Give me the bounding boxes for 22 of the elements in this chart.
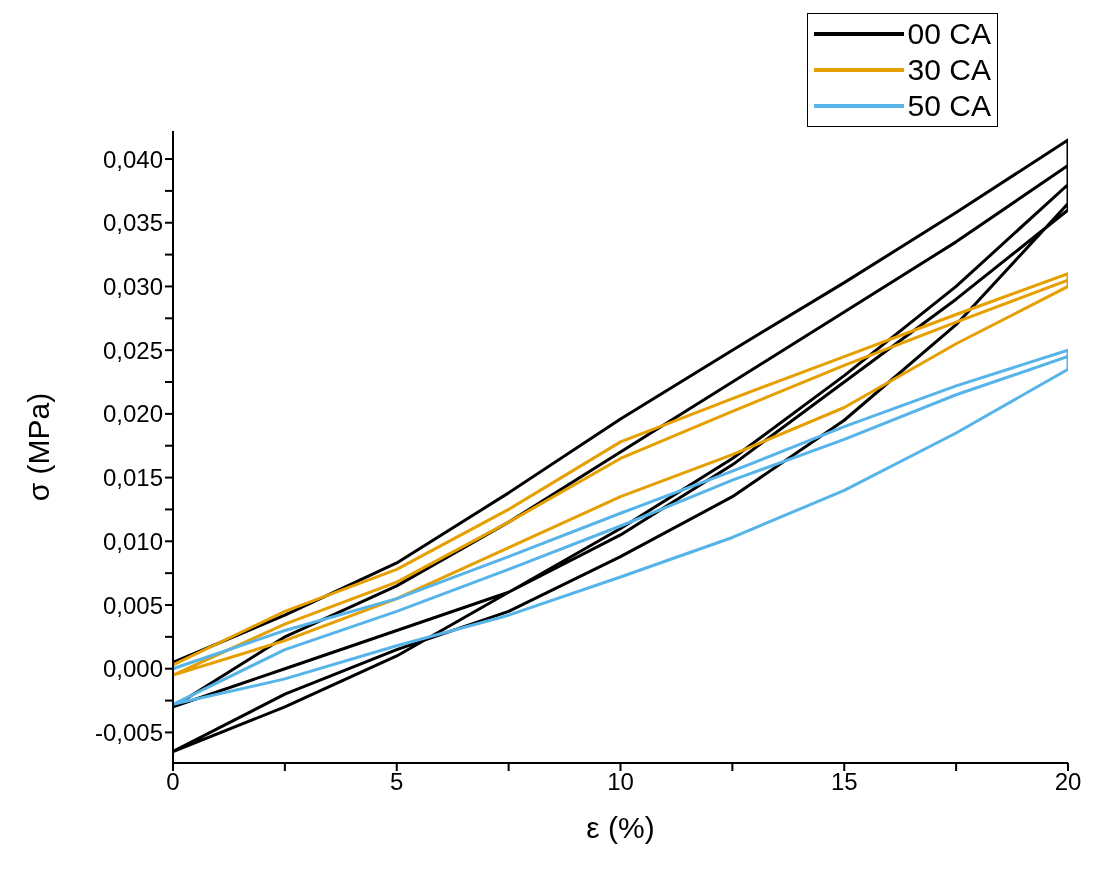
y-tick-label: 0,035 bbox=[102, 209, 163, 237]
x-tick-label: 5 bbox=[390, 768, 404, 796]
y-tick-label: 0,030 bbox=[102, 272, 163, 300]
y-tick-label: 0,020 bbox=[102, 400, 163, 428]
x-tick-label: 10 bbox=[607, 768, 634, 796]
x-axis-title: ε (%) bbox=[586, 811, 655, 844]
x-tick-label: 20 bbox=[1054, 768, 1082, 796]
y-tick-label: 0,000 bbox=[102, 655, 163, 683]
y-tick-label: -0,005 bbox=[94, 718, 163, 746]
y-tick-label: 0,005 bbox=[102, 591, 163, 619]
x-tick-label: 15 bbox=[830, 768, 858, 796]
x-tick-label: 0 bbox=[166, 768, 180, 796]
y-tick-label: 0,015 bbox=[102, 464, 163, 492]
legend-label: 00 CA bbox=[907, 17, 991, 51]
legend-label: 50 CA bbox=[907, 89, 991, 123]
line-series bbox=[173, 272, 1068, 677]
y-tick-label: 0,010 bbox=[102, 527, 163, 555]
y-tick-label: 0,025 bbox=[102, 336, 163, 364]
y-axis-title: σ (MPa) bbox=[21, 392, 55, 502]
line-series bbox=[173, 348, 1068, 706]
y-tick-label: 0,040 bbox=[102, 145, 163, 173]
legend-label: 30 CA bbox=[907, 53, 991, 87]
